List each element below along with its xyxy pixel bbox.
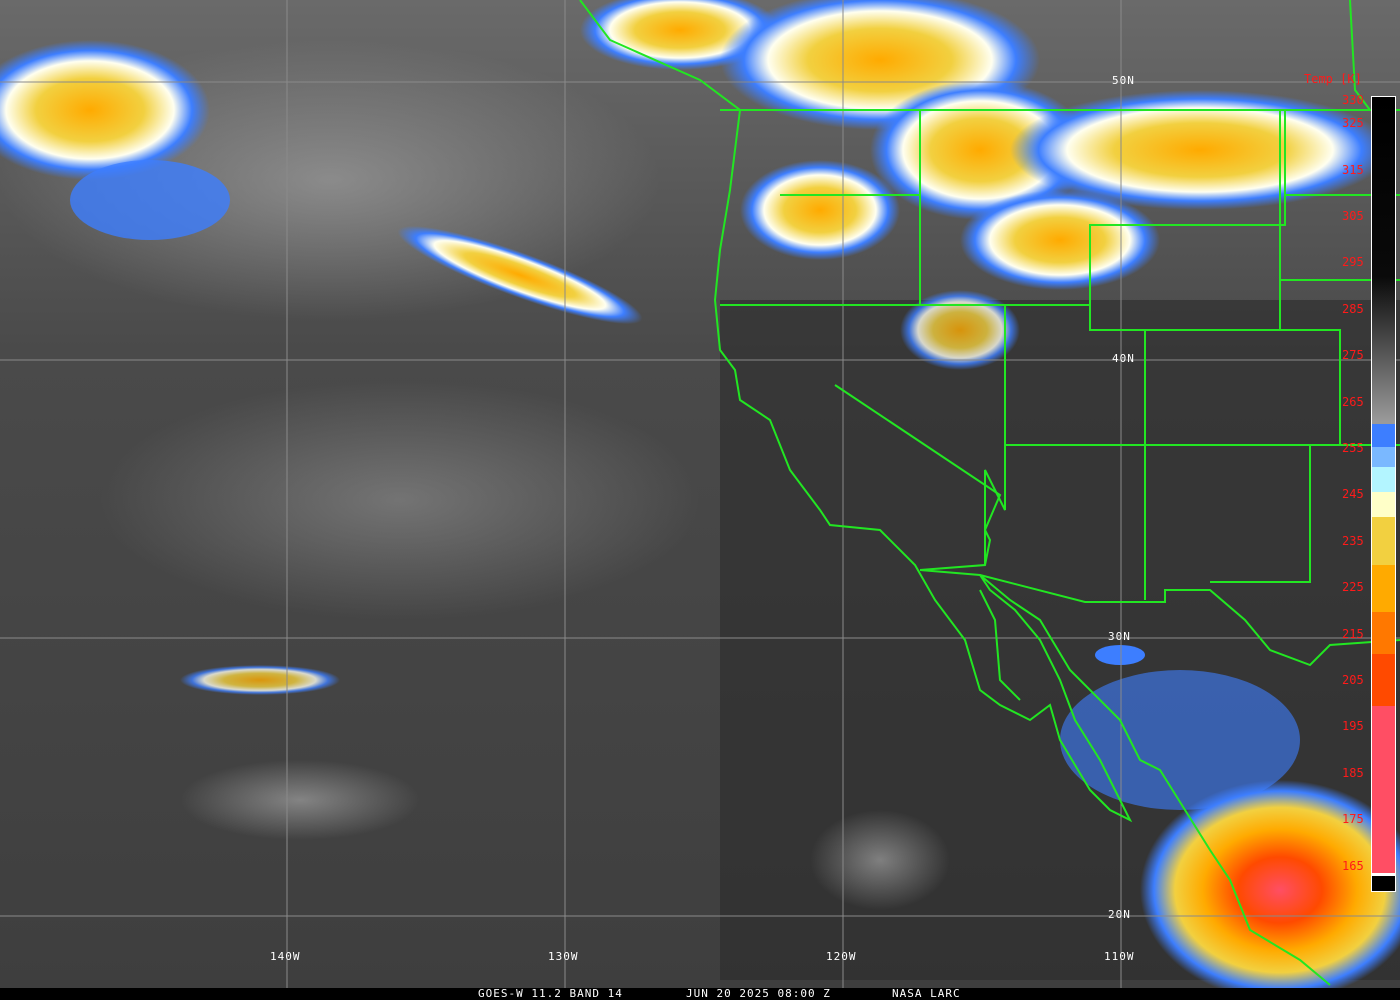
cold-cloud-tops: [0, 0, 1390, 810]
tropical-storm: [1140, 780, 1400, 1000]
colorbar-tick-label: 175: [1342, 812, 1364, 827]
colorbar-tick-label: 195: [1342, 719, 1364, 734]
lon-label-110w: 110W: [1104, 950, 1135, 963]
colorbar-tick-label: 305: [1342, 209, 1364, 223]
lat-label-40n: 40N: [1112, 352, 1135, 365]
colorbar-title: Temp [K]: [1304, 72, 1362, 86]
colorbar-tick-label: 325: [1342, 116, 1364, 131]
colorbar-tick-label: 255: [1342, 441, 1364, 455]
colorbar-tick-label: 265: [1342, 394, 1364, 409]
colorbar-tick-label: 235: [1342, 533, 1364, 548]
lon-label-140w: 140W: [270, 950, 301, 963]
caption-source: NASA LARC: [892, 987, 961, 1000]
colorbar-tick-label: 330: [1342, 93, 1364, 107]
coastline: [579, 0, 1331, 986]
temperature-colorbar: [1371, 96, 1396, 892]
colorbar-tick-label: 205: [1342, 673, 1364, 687]
lat-label-20n: 20N: [1108, 908, 1131, 921]
colorbar-tick-label: 185: [1342, 765, 1364, 780]
lat-label-30n: 30N: [1108, 630, 1131, 643]
colorbar-tick-label: 215: [1342, 626, 1364, 641]
lon-label-120w: 120W: [826, 950, 857, 963]
colorbar-tick-label: 165: [1342, 858, 1364, 873]
caption-product: GOES-W 11.2 BAND 14: [478, 987, 623, 1000]
caption-bar: GOES-W 11.2 BAND 14 JUN 20 2025 08:00 Z …: [0, 988, 1400, 1000]
lat-label-50n: 50N: [1112, 74, 1135, 87]
colorbar-tick-label: 295: [1342, 255, 1364, 270]
lon-label-130w: 130W: [548, 950, 579, 963]
colorbar-tick-label: 275: [1342, 348, 1364, 363]
colorbar-tick-label: 315: [1342, 162, 1364, 177]
caption-datetime: JUN 20 2025 08:00 Z: [686, 987, 831, 1000]
colorbar-tick-label: 245: [1342, 487, 1364, 502]
political-boundaries: [579, 0, 1400, 986]
colorbar-tick-label: 285: [1342, 301, 1364, 316]
colorbar-tick-label: 225: [1342, 580, 1364, 595]
